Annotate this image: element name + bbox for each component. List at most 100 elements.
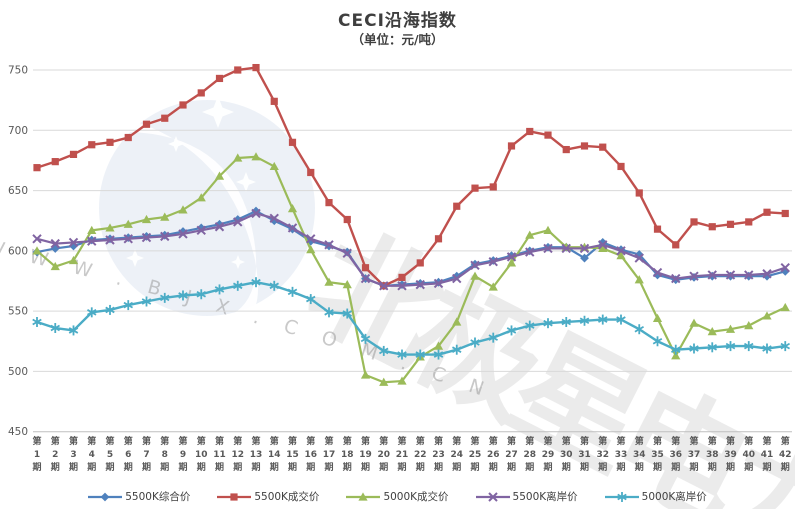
data-point-marker (50, 261, 60, 271)
data-point-marker (33, 164, 41, 172)
x-tick-label: 期 (708, 461, 717, 473)
data-point-marker (141, 298, 152, 305)
data-point-marker (451, 346, 462, 353)
y-tick-label: 750 (8, 65, 28, 77)
x-tick-label: 6 (125, 450, 131, 460)
legend-item-5500k-transaction-price: 5500K成交价 (217, 489, 319, 504)
data-point-marker (378, 347, 389, 355)
x-tick-label: 第 (671, 435, 680, 447)
x-tick-label: 38 (706, 450, 719, 460)
data-point-marker (579, 317, 590, 325)
x-tick-label: 期 (124, 461, 133, 473)
y-tick-label: 450 (8, 426, 28, 438)
x-tick-label: 20 (377, 450, 390, 460)
data-point-marker (178, 229, 188, 239)
x-tick-label: 期 (452, 461, 461, 473)
x-tick-label: 第 (470, 435, 479, 447)
data-point-marker (142, 120, 151, 128)
x-tick-label: 第 (215, 435, 224, 447)
x-tick-label: 期 (616, 461, 625, 473)
data-point-marker (269, 282, 280, 290)
data-point-marker (763, 208, 771, 216)
x-tick-label: 第 (105, 435, 114, 447)
series-asterisk (32, 277, 791, 360)
x-tick-label: 第 (288, 435, 297, 447)
y-tick-label: 550 (8, 306, 28, 318)
data-point-marker (233, 217, 243, 227)
x-tick-label: 第 (416, 435, 425, 447)
x-tick-label: 期 (470, 461, 479, 473)
x-tick-label: 期 (543, 461, 552, 473)
x-tick-label: 14 (268, 450, 281, 460)
data-point-marker (214, 222, 225, 232)
data-point-marker (562, 145, 570, 154)
x-tick-label: 27 (505, 450, 518, 460)
data-point-marker (452, 271, 462, 281)
data-point-marker (306, 245, 316, 254)
x-tick-label: 期 (635, 461, 644, 473)
data-point-marker (196, 193, 206, 202)
data-point-marker (251, 206, 261, 216)
data-point-marker (635, 189, 643, 197)
data-point-marker (51, 158, 59, 166)
data-point-marker (178, 292, 188, 299)
data-point-marker (233, 153, 243, 162)
x-tick-label: 30 (560, 450, 573, 460)
data-point-marker (269, 161, 279, 171)
data-point-marker (324, 309, 334, 316)
data-point-marker (87, 236, 97, 246)
x-tick-label: 第 (543, 435, 552, 447)
x-tick-label: 第 (142, 435, 151, 447)
data-point-marker (690, 218, 698, 226)
series-triangle (32, 152, 790, 386)
chart-legend: 5500K综合价 5500K成交价 5000K成交价 5500K离岸价 5000… (0, 489, 795, 504)
data-point-marker (360, 370, 371, 379)
data-point-marker (287, 288, 298, 296)
x-tick-label: 期 (288, 461, 297, 473)
data-point-marker (50, 324, 61, 332)
data-point-marker (307, 168, 315, 177)
data-point-marker (68, 255, 79, 265)
data-point-marker (762, 311, 772, 320)
data-point-marker (325, 199, 333, 207)
data-point-marker (306, 236, 316, 246)
data-point-marker (105, 306, 115, 314)
legend-swatch-x-icon (475, 491, 510, 502)
data-point-marker (616, 493, 627, 500)
x-tick-label: 期 (160, 461, 169, 473)
data-point-marker (343, 215, 351, 224)
x-tick-label: 25 (469, 450, 482, 460)
data-point-marker (671, 273, 681, 284)
x-tick-label: 第 (379, 435, 388, 447)
x-tick-label: 第 (434, 435, 443, 447)
data-point-marker (689, 318, 699, 327)
x-tick-label: 11 (213, 450, 226, 460)
x-tick-label: 18 (341, 450, 354, 460)
data-point-marker (780, 302, 790, 312)
data-point-marker (579, 243, 590, 254)
x-tick-label: 第 (178, 435, 187, 447)
x-tick-label: 35 (651, 450, 664, 460)
x-tick-label: 第 (270, 435, 279, 447)
chart-title: CECI沿海指数 (338, 11, 457, 31)
series-square (33, 63, 789, 290)
data-point-marker (433, 341, 444, 350)
data-point-marker (652, 337, 663, 345)
x-tick-label: 第 (525, 435, 534, 447)
legend-label: 5500K离岸价 (512, 491, 578, 503)
data-point-marker (744, 270, 754, 280)
x-tick-label: 期 (379, 461, 388, 473)
data-point-marker (488, 256, 498, 267)
series-x (32, 208, 790, 291)
data-point-marker (397, 351, 407, 358)
x-tick-label: 期 (233, 461, 242, 473)
legend-marker (358, 491, 369, 501)
y-tick-label: 600 (8, 245, 28, 257)
legend-marker (616, 491, 627, 502)
x-tick-label: 期 (726, 461, 735, 473)
data-point-marker (452, 317, 462, 326)
data-point-marker (561, 318, 572, 326)
data-point-marker (214, 286, 225, 293)
